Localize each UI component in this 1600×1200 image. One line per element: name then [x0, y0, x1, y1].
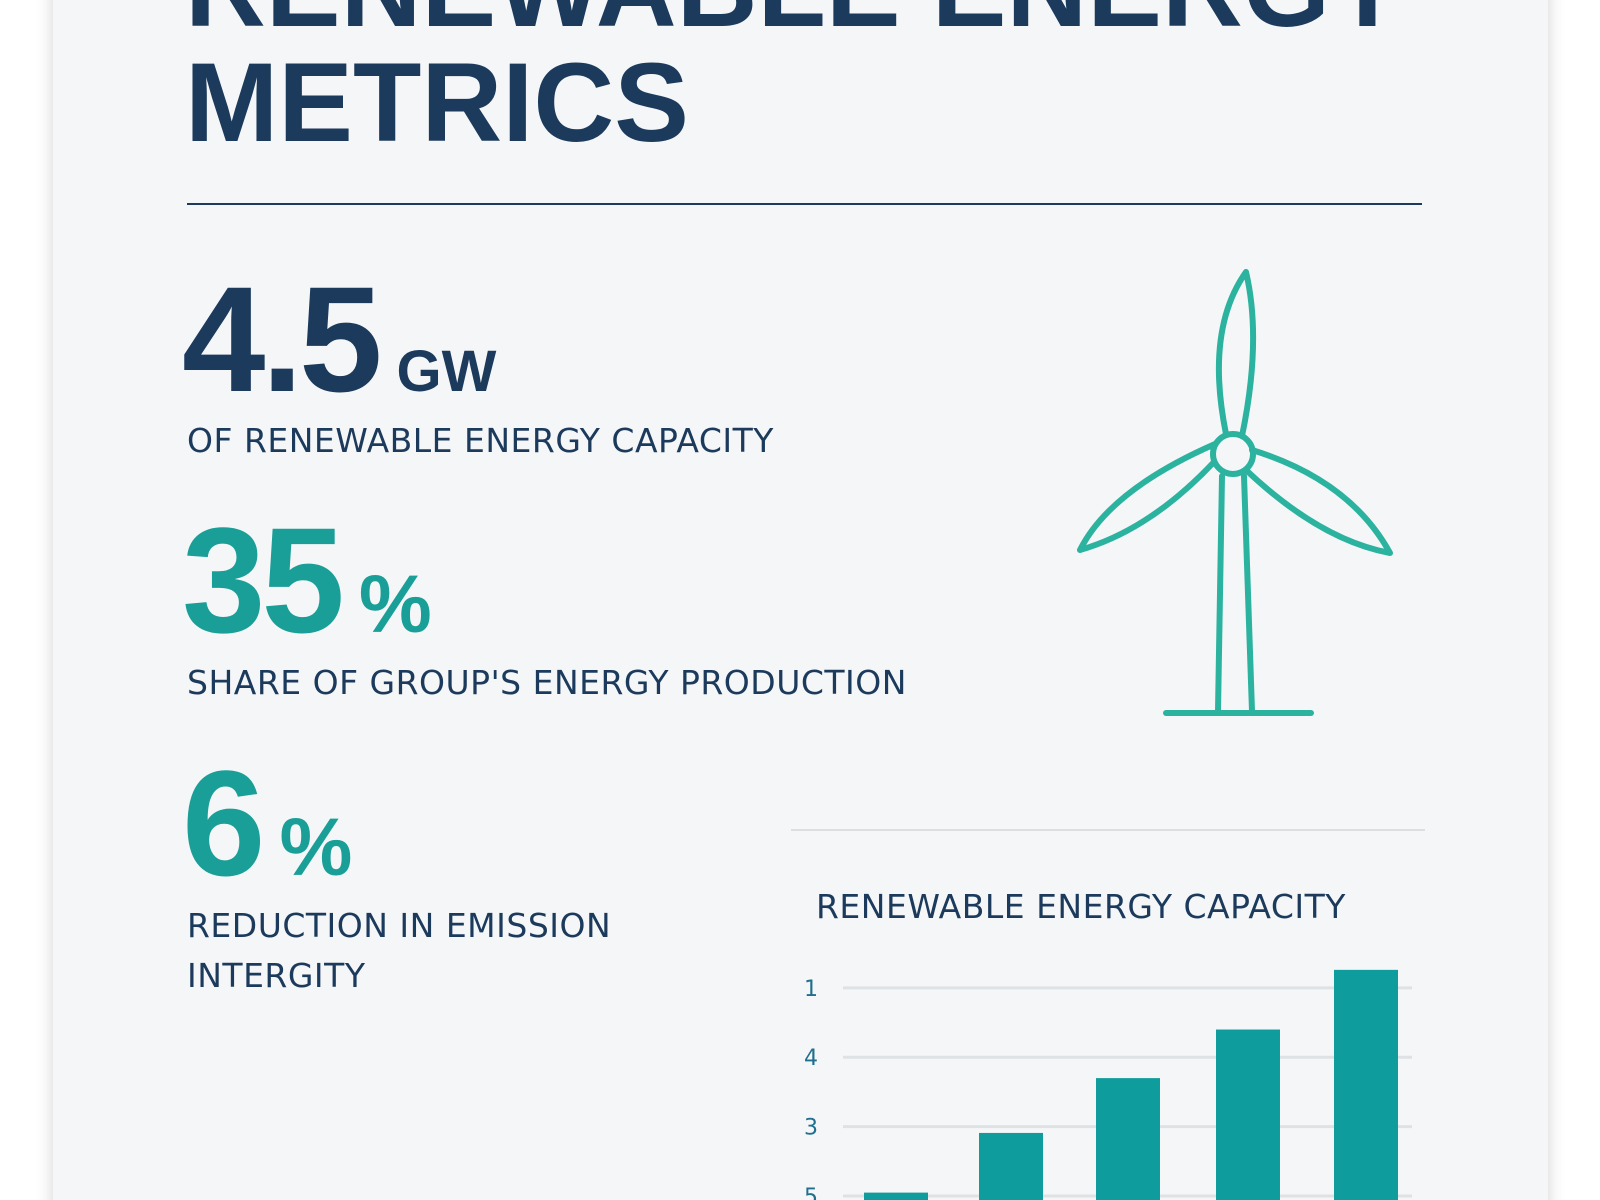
metric-value: 6% — [182, 739, 352, 907]
card — [53, 0, 1548, 1200]
page-title: METRICS — [185, 40, 689, 165]
metric-label: INTERGITY — [187, 956, 366, 995]
metric-label: REDUCTION IN EMISSION — [187, 906, 611, 945]
chart-title: RENEWABLE ENERGY CAPACITY — [816, 887, 1346, 926]
y-tick-label: 4 — [804, 1046, 818, 1071]
y-tick-label: 1 — [804, 977, 818, 1002]
metric-unit: GW — [397, 339, 497, 404]
bar — [1096, 1078, 1160, 1200]
y-tick-label: 5 — [804, 1185, 818, 1200]
metric-number: 6 — [182, 739, 261, 907]
metric-value: 35% — [182, 496, 432, 664]
metric-unit: % — [279, 802, 352, 893]
metric-label: OF RENEWABLE ENERGY CAPACITY — [187, 421, 774, 460]
metric-label: SHARE OF GROUP'S ENERGY PRODUCTION — [187, 663, 907, 702]
wind-turbine-icon — [1077, 269, 1393, 716]
bar — [979, 1132, 1043, 1200]
bar — [1216, 1029, 1280, 1200]
metric-value: 4.5 GW — [182, 255, 497, 423]
page-title: RENEWABLE ENERGY — [185, 0, 1405, 50]
bar — [864, 1192, 928, 1200]
metric-unit: % — [359, 559, 432, 650]
metric-number: 35 — [182, 496, 341, 664]
bar — [1334, 969, 1398, 1200]
y-tick-label: 3 — [804, 1116, 818, 1141]
metric-number: 4.5 — [182, 255, 379, 423]
